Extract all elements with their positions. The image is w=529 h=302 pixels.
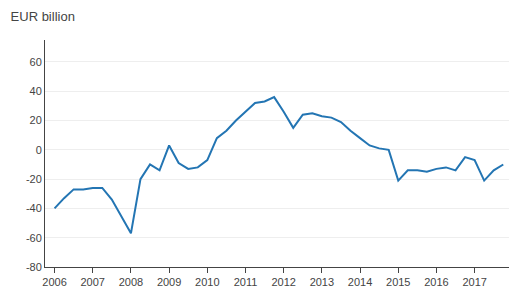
svg-text:40: 40 bbox=[30, 85, 42, 97]
svg-text:2015: 2015 bbox=[386, 276, 410, 288]
svg-text:2008: 2008 bbox=[119, 276, 143, 288]
svg-text:2012: 2012 bbox=[271, 276, 295, 288]
svg-text:-40: -40 bbox=[26, 202, 42, 214]
svg-text:-20: -20 bbox=[26, 173, 42, 185]
svg-text:20: 20 bbox=[30, 114, 42, 126]
svg-text:2017: 2017 bbox=[462, 276, 486, 288]
svg-text:2009: 2009 bbox=[157, 276, 181, 288]
svg-text:2013: 2013 bbox=[310, 276, 334, 288]
svg-text:EUR billion: EUR billion bbox=[11, 9, 75, 24]
svg-text:-80: -80 bbox=[26, 261, 42, 273]
svg-text:2011: 2011 bbox=[234, 276, 258, 288]
svg-text:2007: 2007 bbox=[80, 276, 104, 288]
svg-text:-60: -60 bbox=[26, 232, 42, 244]
svg-text:2010: 2010 bbox=[195, 276, 219, 288]
svg-text:0: 0 bbox=[36, 144, 42, 156]
svg-text:2016: 2016 bbox=[424, 276, 448, 288]
svg-text:2006: 2006 bbox=[42, 276, 66, 288]
svg-text:60: 60 bbox=[30, 56, 42, 68]
svg-text:2014: 2014 bbox=[348, 276, 372, 288]
